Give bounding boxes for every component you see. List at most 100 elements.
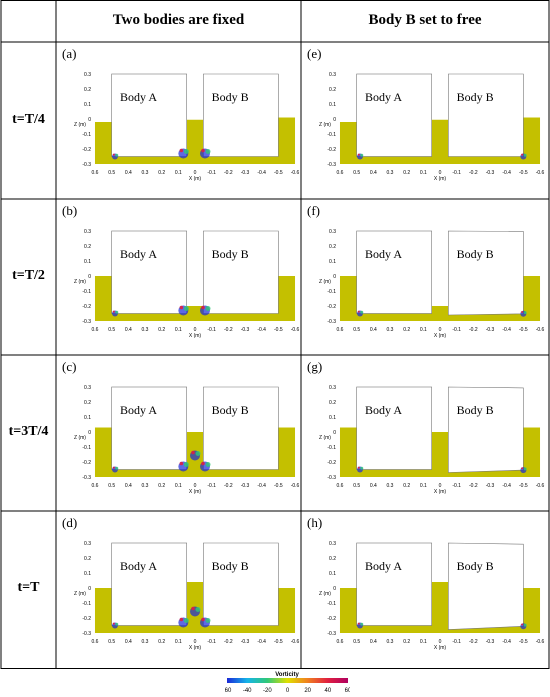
y-tick: -0.1 (82, 289, 91, 295)
vortex-positive (112, 466, 115, 469)
x-tick: 0.4 (125, 170, 132, 176)
x-tick: -0.4 (502, 639, 511, 645)
x-tick: 0.2 (403, 483, 410, 489)
x-tick: -0.3 (486, 170, 495, 176)
z-axis-label: Z (m) (74, 122, 86, 128)
x-tick: -0.4 (502, 483, 511, 489)
y-tick: 0.2 (329, 87, 336, 93)
x-tick: 0.2 (158, 170, 165, 176)
vortex-mid (360, 153, 364, 157)
body-b (203, 230, 279, 314)
vortex-positive (179, 617, 184, 622)
x-tick: -0.5 (274, 639, 283, 645)
x-tick: 0.3 (387, 483, 394, 489)
fluid-left (339, 588, 357, 626)
y-tick: 0.1 (84, 415, 91, 421)
x-tick: -0.3 (241, 327, 250, 333)
fluid-gap (186, 306, 204, 314)
y-tick: -0.1 (327, 132, 336, 138)
vortex-positive (112, 153, 115, 156)
y-tick: 0.3 (84, 385, 91, 391)
x-tick: -0.1 (207, 170, 216, 176)
body-b-label: Body B (457, 559, 494, 573)
x-tick: -0.1 (207, 639, 216, 645)
x-tick: -0.4 (257, 170, 266, 176)
x-tick: 0.5 (108, 639, 115, 645)
x-axis-label: X (m) (189, 645, 202, 651)
fluid-gap (186, 119, 204, 157)
z-axis-label: Z (m) (74, 435, 86, 441)
x-tick: 0.4 (125, 639, 132, 645)
x-tick: -0.6 (291, 327, 300, 333)
vortex-mid (115, 622, 119, 626)
x-axis-label: X (m) (434, 176, 447, 182)
fluid-left (94, 122, 112, 157)
x-tick: 0.2 (403, 639, 410, 645)
body-a (111, 73, 187, 157)
panel-tag: (g) (307, 359, 322, 374)
x-tick: 0.5 (353, 327, 360, 333)
fluid-right (278, 276, 296, 314)
x-tick: -0.5 (519, 170, 528, 176)
x-axis-label: X (m) (434, 645, 447, 651)
fluid-bottom (339, 625, 541, 633)
x-tick: -0.2 (224, 170, 233, 176)
panel-tag: (c) (62, 359, 76, 374)
body-b-label: Body B (212, 247, 249, 261)
y-tick: 0.3 (329, 72, 336, 78)
panel-tag: (b) (62, 203, 77, 218)
x-tick: 0.2 (403, 170, 410, 176)
x-tick: 0.4 (125, 327, 132, 333)
x-tick: 0.1 (420, 483, 427, 489)
panel-f: (f) Body A Body B 0.3 0.2 0.1 0 -0.1 -0.2 -0.3 Z (… (307, 203, 545, 339)
y-tick: 0.2 (84, 400, 91, 406)
fluid-bottom (94, 313, 296, 321)
y-tick: 0.1 (329, 102, 336, 108)
x-tick: 0 (439, 639, 442, 645)
x-tick: 0.3 (142, 327, 149, 333)
x-tick: -0.3 (486, 639, 495, 645)
row-label-three-quarter: t=3T/4 (8, 424, 49, 439)
x-tick: -0.2 (469, 327, 478, 333)
z-axis-label: Z (m) (319, 591, 331, 597)
vortex-positive (179, 461, 184, 466)
x-tick: 0.4 (370, 327, 377, 333)
x-tick: -0.6 (536, 639, 545, 645)
vortex-mid (183, 149, 189, 154)
body-b-label: Body B (457, 90, 494, 104)
y-tick: 0 (88, 586, 91, 592)
row-label-full: t=T (17, 580, 40, 595)
fluid-gap (431, 582, 449, 626)
body-b (448, 386, 524, 473)
fluid-bottom (339, 313, 541, 321)
x-tick: -0.6 (291, 639, 300, 645)
y-tick: -0.1 (327, 445, 336, 451)
y-tick: -0.3 (327, 475, 336, 481)
x-tick: -0.4 (257, 483, 266, 489)
fluid-gap (431, 306, 449, 314)
x-tick: 0.3 (142, 639, 149, 645)
y-tick: 0.2 (329, 556, 336, 562)
y-tick: -0.2 (82, 616, 91, 622)
body-a (356, 542, 432, 626)
z-axis-label: Z (m) (74, 591, 86, 597)
vortex-mid (183, 618, 189, 623)
x-tick: 0.5 (353, 483, 360, 489)
vorticity-colorbar: Vorticity -60 -40 -20 0 20 40 60 (225, 672, 350, 694)
y-tick: -0.2 (82, 147, 91, 153)
panel-g: (g) Body A Body B 0.3 0.2 0.1 0 -0.1 -0.2 -0.3 Z (… (307, 359, 545, 495)
x-tick: 0.2 (403, 327, 410, 333)
x-tick: -0.2 (469, 483, 478, 489)
x-tick: -0.2 (224, 327, 233, 333)
body-a (356, 230, 432, 314)
body-a (111, 386, 187, 470)
x-tick: 0.4 (370, 639, 377, 645)
vortex-positive (357, 153, 360, 156)
y-tick: 0.2 (84, 87, 91, 93)
fluid-left (94, 276, 112, 314)
vortex-positive (357, 466, 360, 469)
x-tick: 0.6 (337, 483, 344, 489)
vortex-positive (201, 305, 205, 310)
y-tick: -0.3 (327, 162, 336, 168)
body-a-label: Body A (120, 90, 157, 104)
